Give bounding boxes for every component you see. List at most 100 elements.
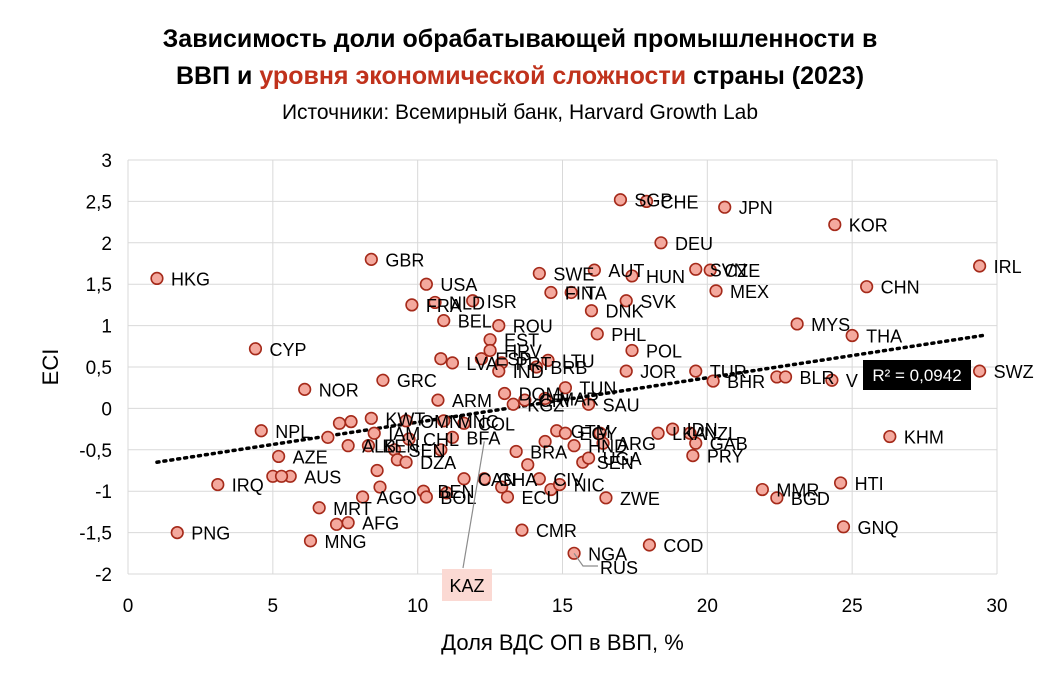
point-label: FIN xyxy=(565,283,594,303)
data-point xyxy=(619,364,633,378)
point-label: BEL xyxy=(458,312,492,332)
point-label: TUR xyxy=(710,362,747,382)
point-label: PRY xyxy=(707,447,744,467)
point-label: USA xyxy=(440,275,477,295)
point-label: KGZ xyxy=(527,395,564,415)
point-label: AGO xyxy=(377,488,417,508)
data-point xyxy=(150,271,164,286)
data-point xyxy=(497,386,512,401)
data-point xyxy=(466,294,480,308)
data-point xyxy=(587,263,601,277)
point-label: FRA xyxy=(426,296,462,316)
point-label: KEN xyxy=(382,437,419,457)
point-label: MRT xyxy=(333,499,372,519)
point-label: KOR xyxy=(849,216,888,236)
point-label: OMN xyxy=(420,412,462,432)
data-point xyxy=(437,314,451,328)
r-squared-badge: R² = 0,0942 xyxy=(863,360,971,390)
point-label: PHL xyxy=(611,325,646,345)
data-point xyxy=(506,397,520,411)
point-label: MNG xyxy=(324,532,366,552)
data-point xyxy=(567,439,581,453)
point-label: NIC xyxy=(574,476,605,496)
point-label: CZE xyxy=(724,261,760,281)
data-point xyxy=(344,415,358,429)
data-point xyxy=(538,434,552,449)
data-point xyxy=(211,477,225,492)
point-label: CMR xyxy=(536,521,577,541)
annotations: KAZ RUS R² = 0,0942 xyxy=(442,360,971,601)
data-point xyxy=(521,458,535,472)
data-point xyxy=(248,342,263,356)
x-tick-label: 0 xyxy=(123,596,134,617)
point-label: JPN xyxy=(739,198,773,218)
data-point xyxy=(272,449,286,464)
data-point xyxy=(590,327,604,341)
point-label: KHM xyxy=(904,428,944,448)
point-label: BLR xyxy=(800,368,835,388)
point-label: IND xyxy=(513,362,544,382)
data-point xyxy=(538,391,552,406)
point-label: CHE xyxy=(661,192,699,212)
point-label: ARG xyxy=(617,434,656,454)
data-point xyxy=(755,482,769,497)
data-point xyxy=(367,426,381,440)
point-label: JOR xyxy=(640,362,676,382)
data-point xyxy=(170,525,184,540)
data-point xyxy=(593,426,607,440)
y-tick-label: 1,5 xyxy=(86,275,112,296)
data-point xyxy=(845,328,859,343)
point-label: MAR xyxy=(559,389,599,409)
data-point xyxy=(509,444,523,459)
point-label: SAU xyxy=(603,395,640,415)
data-point xyxy=(706,374,720,388)
point-label: BRB xyxy=(550,358,587,378)
point-label: AUS xyxy=(304,467,341,487)
data-point xyxy=(445,430,460,444)
data-point xyxy=(778,370,793,384)
data-point xyxy=(558,426,572,440)
point-label: ALB xyxy=(362,437,396,457)
data-point xyxy=(303,534,318,548)
point-label: GNQ xyxy=(857,518,898,538)
point-label: ZWE xyxy=(620,489,660,509)
point-label: PRT xyxy=(516,354,552,374)
data-point xyxy=(419,490,433,504)
data-point xyxy=(833,476,848,490)
point-label: BEN xyxy=(437,482,474,502)
data-point xyxy=(419,277,433,291)
point-label: BGD xyxy=(791,489,830,509)
data-point xyxy=(312,501,326,515)
data-point xyxy=(274,469,289,483)
y-tick-label: 1 xyxy=(101,317,112,338)
point-label: IRQ xyxy=(232,476,264,496)
point-label: CHL xyxy=(423,430,459,450)
data-point xyxy=(639,194,654,208)
data-point xyxy=(532,472,546,486)
title-part-b: страны (2023) xyxy=(693,62,865,90)
rus-leader-line xyxy=(573,552,598,567)
point-label: HRV xyxy=(504,341,542,361)
data-point xyxy=(703,263,717,277)
point-label: PNG xyxy=(191,524,230,544)
data-point xyxy=(613,193,628,207)
data-point xyxy=(332,416,347,430)
data-point xyxy=(689,364,703,378)
data-point xyxy=(370,463,384,478)
point-label: NOR xyxy=(319,380,359,400)
data-point xyxy=(434,352,448,366)
point-label: DOM xyxy=(519,384,561,404)
data-point xyxy=(544,285,558,300)
data-point xyxy=(828,217,842,232)
data-point xyxy=(500,490,515,504)
point-label: HND xyxy=(588,437,627,457)
point-label: BOL xyxy=(440,488,476,508)
title-highlight: уровня экономической сложности xyxy=(259,62,687,90)
point-label: IDN xyxy=(687,420,718,440)
kaz-callout: KAZ xyxy=(442,569,492,601)
data-point xyxy=(790,317,804,331)
point-label: KWT xyxy=(385,409,425,429)
data-point xyxy=(341,439,355,453)
trend-line xyxy=(155,333,985,464)
